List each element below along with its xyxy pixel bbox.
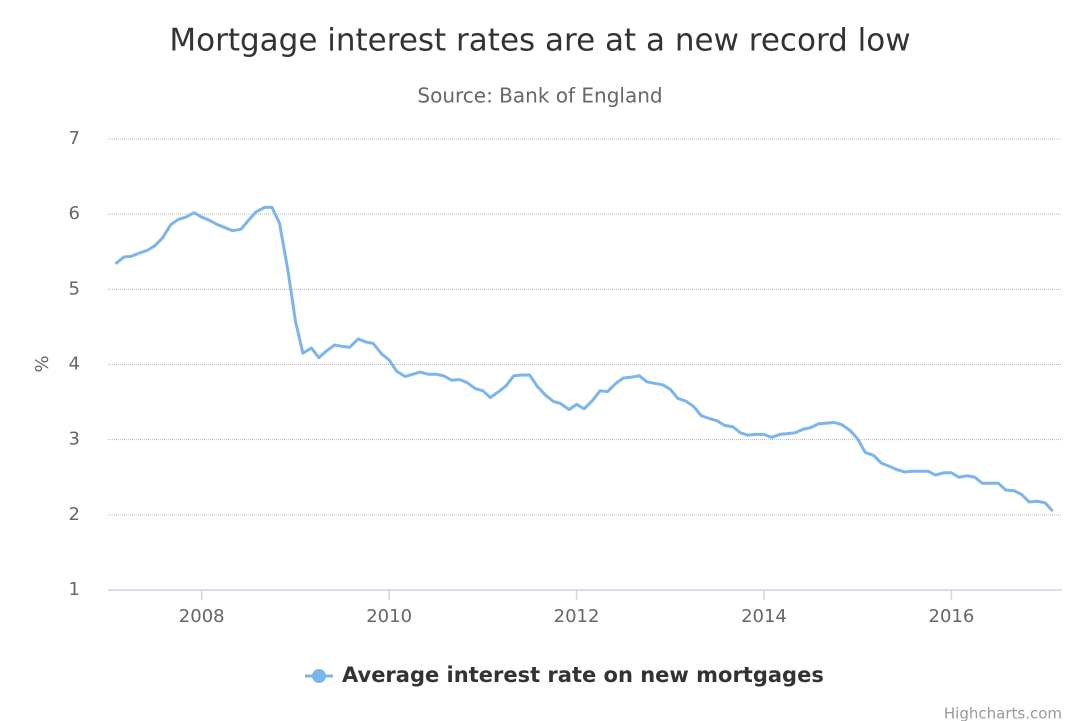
credits: Highcharts.com [944,705,1062,721]
chart-title: Mortgage interest rates are at a new rec… [169,23,910,59]
y-tick-label: 4 [69,354,80,375]
legend-label: Average interest rate on new mortgages [342,663,824,687]
x-tick-label: 2010 [366,606,412,627]
chart-subtitle: Source: Bank of England [417,84,662,108]
y-tick-label: 5 [69,278,80,299]
y-tick-label: 2 [69,504,80,525]
y-axis-title: % [32,355,53,372]
x-tick-label: 2012 [554,606,600,627]
x-tick-label: 2008 [179,606,225,627]
y-tick-label: 7 [69,128,80,149]
x-tick-label: 2014 [741,606,787,627]
x-tick-label: 2016 [929,606,975,627]
y-tick-label: 1 [69,579,80,600]
y-tick-label: 6 [69,203,80,224]
y-tick-label: 3 [69,429,80,450]
legend-symbol [312,669,326,683]
series-line [114,205,1054,513]
